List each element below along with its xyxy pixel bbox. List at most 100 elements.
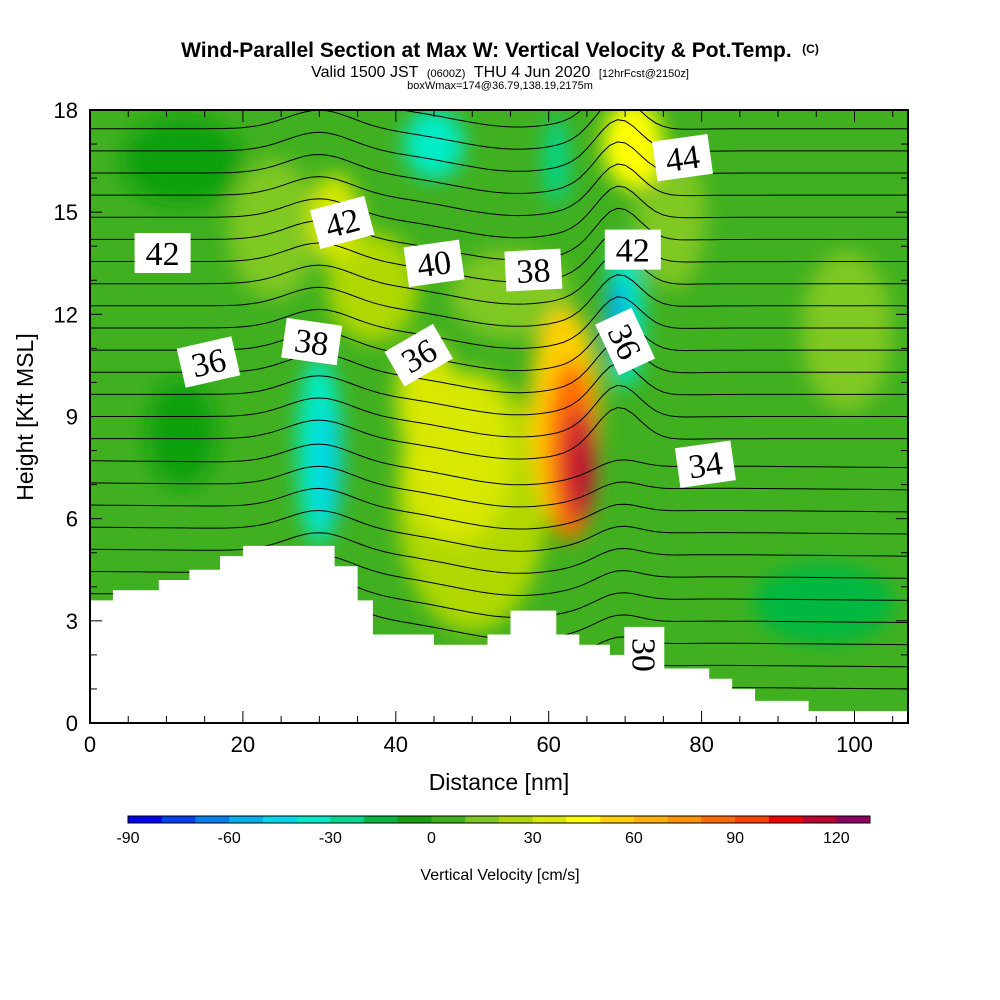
theta-contour-label: 36 <box>176 336 241 388</box>
theta-contour-line <box>90 229 908 283</box>
colorbar-swatch <box>499 816 534 823</box>
colorbar-swatch <box>397 816 432 823</box>
y-tick-label: 15 <box>54 200 78 225</box>
colorbar-swatch <box>330 816 365 823</box>
field-region <box>312 407 341 528</box>
chart-title-mark: (C) <box>802 42 819 56</box>
x-tick-label: 100 <box>836 732 873 757</box>
colorbar-swatch <box>600 816 635 823</box>
colorbar-tick-label: -90 <box>116 830 139 847</box>
y-tick-label: 18 <box>54 98 78 123</box>
theta-contour-line <box>90 362 908 416</box>
contour-label-text: 42 <box>616 233 650 270</box>
colorbar-swatch <box>768 816 803 823</box>
contour-label-box <box>624 626 665 683</box>
colorbar-swatch <box>161 816 196 823</box>
theta-contour-label: 44 <box>651 133 714 182</box>
y-tick-label: 12 <box>54 302 78 327</box>
theta-contour-line <box>90 119 908 172</box>
theta-contour-line <box>90 141 908 194</box>
colorbar-tick-label: 90 <box>726 830 744 847</box>
theta-contour-line <box>90 443 908 486</box>
colorbar-tick-label: 30 <box>524 830 542 847</box>
contour-label-box <box>281 317 343 366</box>
x-tick-label: 20 <box>231 732 255 757</box>
contour-label-box <box>651 133 714 182</box>
contour-label-box <box>595 307 656 376</box>
colorbar-tick-label: -30 <box>319 830 342 847</box>
x-tick-label: 40 <box>384 732 408 757</box>
chart-subtitle: Valid 1500 JST (0600Z) THU 4 Jun 2020 [1… <box>311 64 689 81</box>
valid-time: Valid 1500 JST <box>311 64 419 81</box>
colorbar-swatch <box>701 816 736 823</box>
colorbar-tick-label: 60 <box>625 830 643 847</box>
contour-label-text: 44 <box>663 138 702 179</box>
contour-label-text: 38 <box>516 252 552 291</box>
theta-contour-line <box>90 207 908 261</box>
y-axis-title: Height [Kft MSL] <box>12 333 38 500</box>
contour-label-text: 30 <box>624 638 661 672</box>
contour-label-box <box>134 233 191 273</box>
contour-label-box <box>504 248 563 292</box>
colorbar-swatch <box>836 816 871 823</box>
axis-ticks <box>89 109 908 724</box>
terrain-mask <box>90 545 908 723</box>
theta-contour-line <box>90 163 908 217</box>
theta-contour-line <box>399 110 582 128</box>
colorbar-swatch <box>566 816 601 823</box>
colorbar-swatch <box>633 816 669 823</box>
colorbar-title: Vertical Velocity [cm/s] <box>420 867 579 884</box>
colorbar-swatch <box>802 816 837 823</box>
theta-contour-label: 34 <box>674 440 736 488</box>
colorbar-swatch <box>465 816 500 823</box>
field-region <box>602 110 663 190</box>
valid-utc: (0600Z) <box>427 68 466 80</box>
contour-label-text: 34 <box>686 445 725 486</box>
colorbar-swatch <box>128 816 163 823</box>
theta-contour-line <box>90 185 908 239</box>
y-tick-label: 3 <box>66 609 78 634</box>
box-wmax-info: boxWmax=174@36.79,138.19,2175m <box>407 80 593 92</box>
forecast-info: [12hrFcst@2150z] <box>599 68 689 80</box>
colorbar <box>127 815 871 824</box>
contour-label-text: 38 <box>292 322 331 363</box>
theta-contour-line <box>90 487 908 530</box>
field-region <box>228 159 319 300</box>
field-region <box>404 110 465 180</box>
theta-contour-label: 42 <box>310 195 375 249</box>
colorbar-swatch <box>667 816 702 823</box>
valid-date: THU 4 Jun 2020 <box>474 64 591 81</box>
theta-contour-label: 40 <box>403 239 465 288</box>
y-tick-label: 6 <box>66 507 78 532</box>
y-tick-labels: 0 3 6 9 12 15 18 <box>54 98 78 736</box>
colorbar-swatch <box>195 816 230 823</box>
theta-contour-label: 42 <box>134 233 191 273</box>
colorbar-tick-label: 0 <box>427 830 436 847</box>
contour-label-text: 36 <box>188 342 229 386</box>
theta-contour-label: 38 <box>504 248 563 292</box>
x-tick-label: 80 <box>689 732 713 757</box>
field-region <box>327 232 418 343</box>
colorbar-tick-label: 120 <box>823 830 850 847</box>
colorbar-frame <box>127 815 871 824</box>
x-tick-labels: 0 20 40 60 80 100 <box>84 732 873 757</box>
theta-contour-line <box>90 465 908 508</box>
chart-title-text: Wind-Parallel Section at Max W: Vertical… <box>181 39 792 62</box>
theta-contour-label: 38 <box>281 317 343 366</box>
field-region <box>753 563 894 644</box>
colorbar-swatch <box>229 816 264 823</box>
field-region <box>801 251 892 412</box>
colorbar-swatch <box>431 816 466 823</box>
y-tick-label: 0 <box>66 711 78 736</box>
theta-contour-line <box>90 406 908 460</box>
colorbar-swatch <box>364 816 399 823</box>
contour-label-box <box>176 336 241 388</box>
contour-label-box <box>604 229 661 270</box>
x-tick-label: 0 <box>84 732 96 757</box>
field-region <box>564 409 595 520</box>
contour-label-text: 42 <box>146 236 180 273</box>
theta-contour-line <box>90 532 908 574</box>
